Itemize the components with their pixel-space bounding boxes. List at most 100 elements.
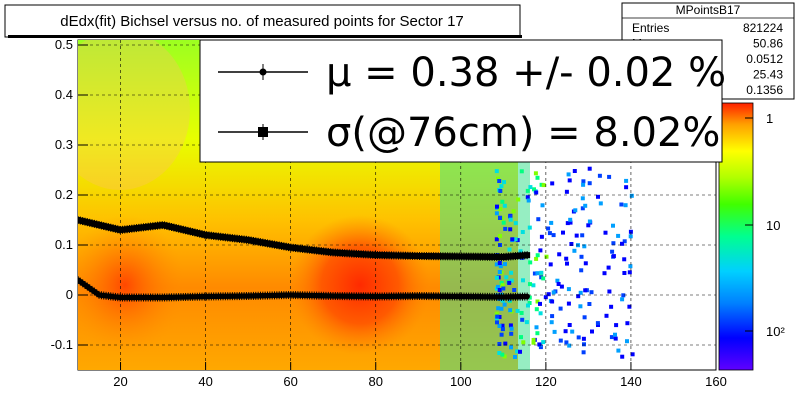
heatmap-bin bbox=[502, 302, 507, 307]
legend-marker-square bbox=[258, 127, 268, 137]
heatmap-bin bbox=[535, 299, 540, 304]
heatmap-bin bbox=[580, 206, 585, 211]
heatmap-bin bbox=[519, 169, 524, 174]
heatmap-bin bbox=[604, 313, 609, 318]
heatmap-bin bbox=[518, 249, 523, 254]
heatmap-bin bbox=[528, 260, 533, 265]
y-tick-label: 0.4 bbox=[55, 87, 73, 102]
heatmap-bin bbox=[567, 343, 572, 348]
heatmap-bin bbox=[535, 253, 540, 258]
heatmap-bin bbox=[508, 214, 512, 219]
heatmap-bin bbox=[620, 354, 625, 359]
heatmap-bin bbox=[502, 354, 507, 359]
heatmap-bin bbox=[501, 220, 506, 225]
heatmap-bin bbox=[497, 324, 502, 328]
heatmap-bin bbox=[497, 261, 502, 265]
heatmap-bin bbox=[535, 175, 540, 180]
heatmap-bin bbox=[515, 349, 520, 354]
chart-title: dEdx(fit) Bichsel versus no. of measured… bbox=[60, 13, 464, 30]
heatmap-bin bbox=[609, 304, 614, 309]
heatmap-bin bbox=[582, 342, 586, 347]
heatmap-bin bbox=[561, 230, 565, 235]
heatmap-bin bbox=[541, 340, 546, 345]
heatmap-bin bbox=[515, 238, 520, 243]
heatmap-bin bbox=[539, 234, 544, 239]
heatmap-bin bbox=[624, 185, 629, 190]
stats-value: 25.43 bbox=[753, 68, 783, 82]
heatmap-bin bbox=[556, 282, 561, 286]
y-tick-label: 0.1 bbox=[55, 237, 73, 252]
heatmap-bin bbox=[564, 256, 569, 261]
colorbar-tick-label: 10² bbox=[766, 324, 785, 339]
heatmap-bin bbox=[511, 209, 516, 214]
heatmap-bin bbox=[576, 294, 581, 299]
y-tick-label: 0 bbox=[66, 287, 73, 302]
heatmap-bin bbox=[498, 234, 502, 238]
heatmap-bin bbox=[513, 237, 518, 242]
heatmap-bin bbox=[508, 323, 513, 328]
heatmap-bin bbox=[616, 233, 621, 238]
x-tick-label: 80 bbox=[368, 374, 382, 389]
heatmap-bin bbox=[582, 244, 587, 249]
heatmap-bin bbox=[568, 217, 573, 222]
heatmap-bin bbox=[527, 301, 532, 305]
heatmap-bin bbox=[625, 339, 629, 344]
heatmap-bin bbox=[531, 283, 536, 288]
heatmap-bin bbox=[627, 270, 632, 275]
heatmap-bin bbox=[625, 321, 630, 326]
heatmap-bin bbox=[565, 221, 570, 226]
heatmap-bin bbox=[580, 196, 585, 201]
heatmap-bin bbox=[531, 340, 536, 345]
heatmap-bin bbox=[573, 208, 578, 213]
heatmap-bin bbox=[565, 261, 569, 266]
heatmap-bin bbox=[538, 311, 543, 316]
heatmap-bin bbox=[564, 340, 569, 345]
stats-value: 0.0512 bbox=[746, 52, 783, 66]
heatmap-bin bbox=[579, 268, 584, 273]
heatmap-bin bbox=[544, 254, 549, 259]
heatmap-bin bbox=[540, 203, 545, 208]
heatmap-bin bbox=[497, 342, 502, 346]
heatmap-bin bbox=[518, 349, 522, 354]
x-tick-label: 100 bbox=[450, 374, 472, 389]
heatmap-bin bbox=[497, 315, 502, 319]
heatmap-bin bbox=[551, 233, 556, 238]
heatmap-bin bbox=[494, 211, 499, 216]
heatmap-bin bbox=[538, 248, 543, 253]
heatmap-bin bbox=[504, 275, 509, 280]
heatmap-bin bbox=[578, 304, 583, 309]
heatmap-bin bbox=[541, 276, 546, 281]
heatmap-bin bbox=[623, 203, 628, 208]
heatmap-bin bbox=[611, 223, 615, 228]
heatmap-bin bbox=[508, 217, 513, 222]
heatmap-bin bbox=[563, 329, 568, 334]
heatmap-bin bbox=[546, 292, 551, 297]
heatmap-bin bbox=[566, 287, 571, 292]
heatmap-bin bbox=[580, 233, 585, 238]
colorbar-tick-label: 10 bbox=[766, 218, 780, 233]
stats-label: Entries bbox=[632, 21, 669, 35]
heatmap-bin bbox=[549, 220, 554, 225]
heatmap-bin bbox=[548, 262, 553, 267]
heatmap-bin bbox=[528, 282, 532, 287]
heatmap-bin bbox=[521, 340, 526, 345]
heatmap-bin bbox=[519, 335, 523, 340]
heatmap-bin bbox=[534, 256, 539, 261]
heatmap-bin bbox=[550, 314, 555, 319]
heatmap-bin bbox=[628, 229, 633, 234]
heatmap-bin bbox=[500, 283, 505, 288]
heatmap-bin bbox=[497, 288, 502, 292]
heatmap-bin bbox=[503, 262, 507, 267]
heatmap-bin bbox=[534, 325, 539, 330]
heatmap-bin bbox=[614, 323, 619, 328]
heatmap-bin bbox=[500, 298, 505, 303]
heatmap-bin bbox=[498, 189, 503, 193]
heatmap-bin bbox=[603, 230, 608, 235]
heatmap-bin bbox=[578, 290, 583, 295]
heatmap-bin bbox=[546, 226, 551, 231]
heatmap-bin bbox=[627, 304, 632, 309]
heatmap-bin bbox=[509, 270, 514, 275]
heatmap-bin bbox=[519, 311, 524, 315]
x-axis: 20 40 60 80 100 120 140 160 bbox=[113, 362, 727, 389]
heatmap-bin bbox=[616, 348, 621, 353]
